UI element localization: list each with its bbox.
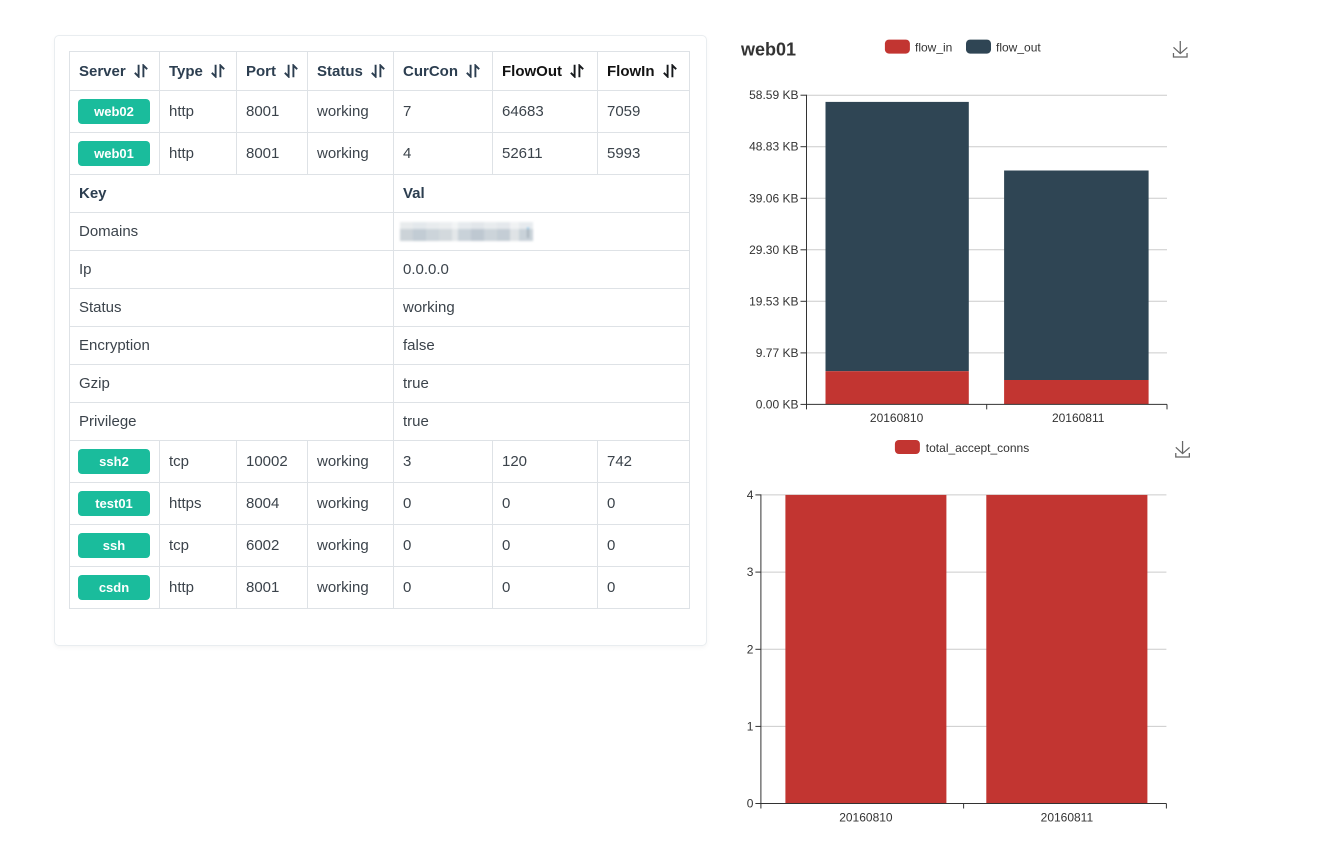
svg-text:20160811: 20160811 [1052,411,1105,425]
svg-text:1: 1 [747,719,754,733]
svg-text:20160810: 20160810 [870,411,924,425]
svg-text:19.53 KB: 19.53 KB [749,294,798,308]
svg-text:20160810: 20160810 [839,810,893,824]
svg-text:total_accept_conns: total_accept_conns [926,441,1029,455]
svg-text:9.77 KB: 9.77 KB [756,346,799,360]
svg-text:4: 4 [747,488,754,502]
svg-text:web01: web01 [740,40,796,60]
svg-text:20160811: 20160811 [1041,810,1094,824]
svg-text:29.30 KB: 29.30 KB [749,243,798,257]
svg-text:0.00 KB: 0.00 KB [756,397,799,411]
svg-text:flow_in: flow_in [915,41,952,55]
svg-text:3: 3 [747,565,754,579]
svg-text:flow_out: flow_out [996,41,1041,55]
svg-text:0: 0 [747,797,754,811]
svg-text:48.83 KB: 48.83 KB [749,140,798,154]
svg-text:2: 2 [747,642,754,656]
svg-text:58.59 KB: 58.59 KB [749,88,798,102]
svg-text:39.06 KB: 39.06 KB [749,191,798,205]
